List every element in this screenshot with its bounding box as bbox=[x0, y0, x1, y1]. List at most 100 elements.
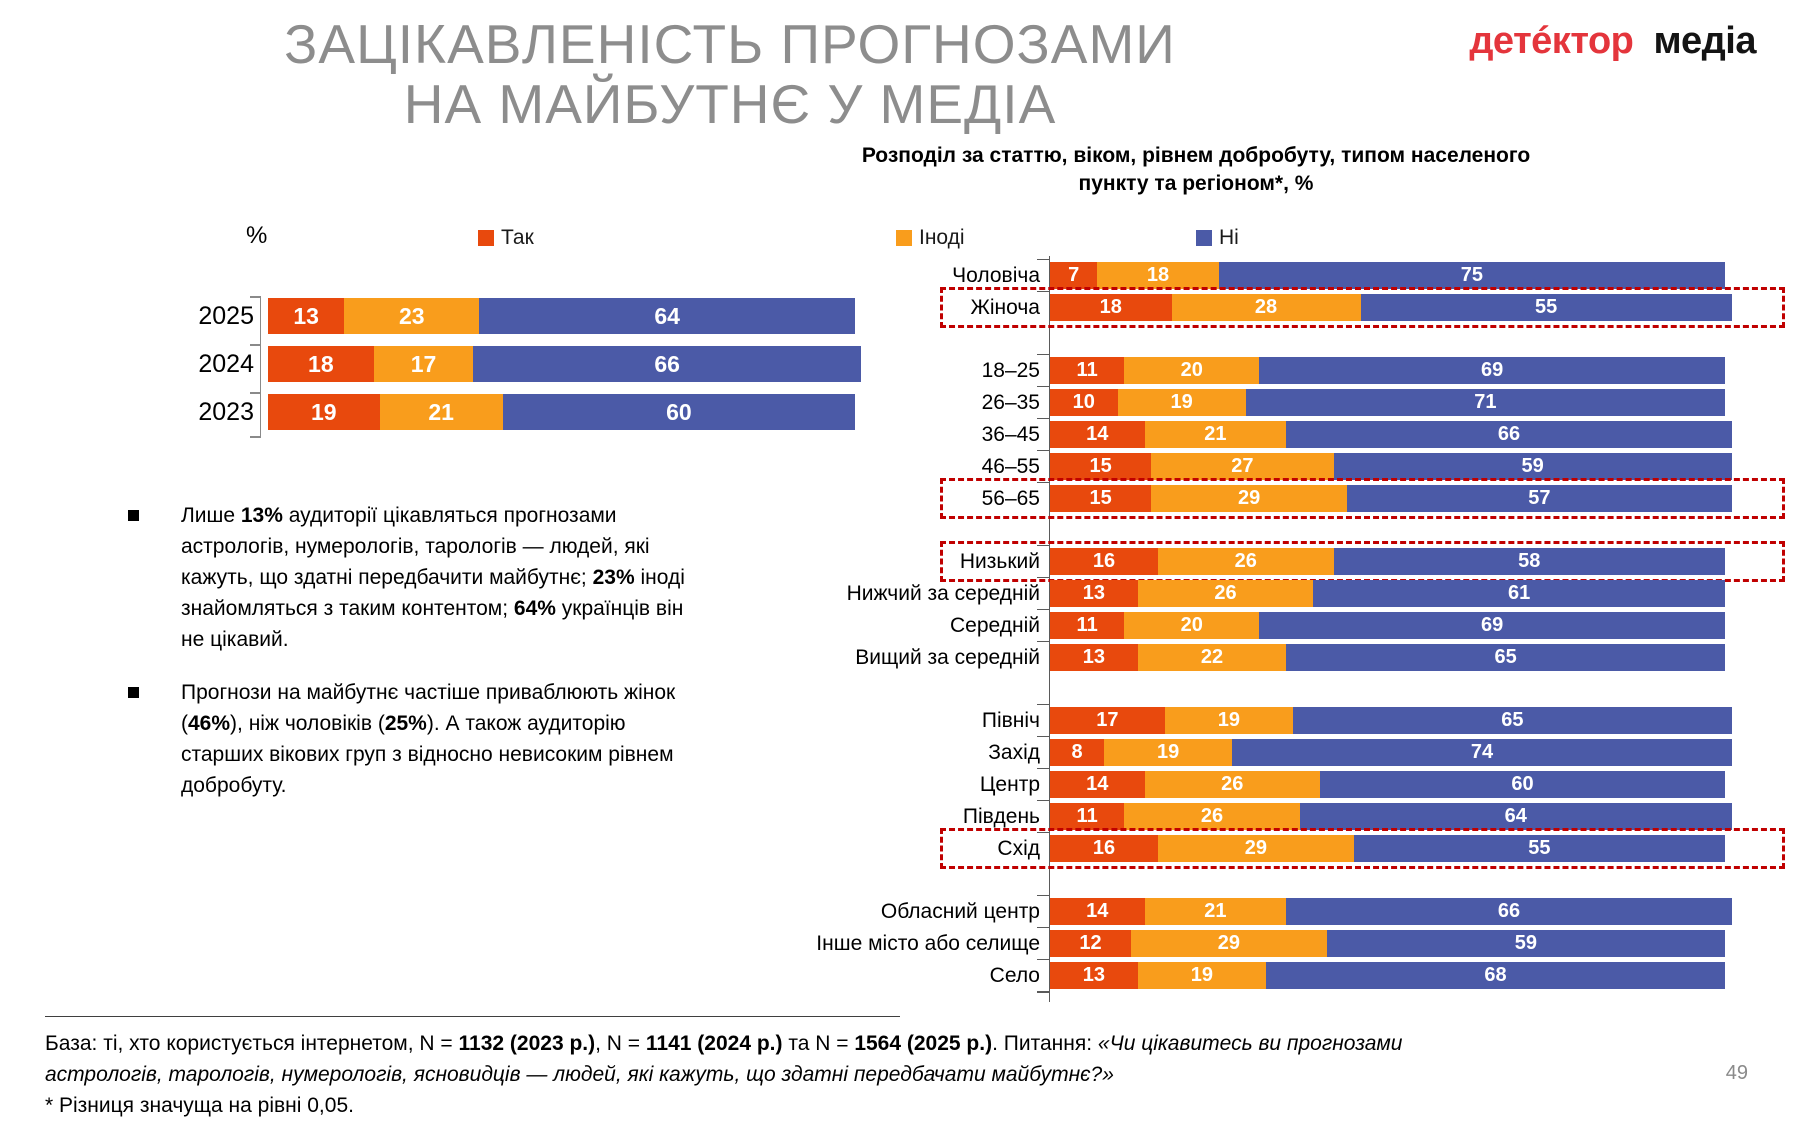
bar-segment: 22 bbox=[1137, 644, 1287, 671]
page-title-line2: НА МАЙБУТНЄ У МЕДІА bbox=[403, 73, 1057, 135]
demo-bar: 13 26 61 bbox=[1050, 580, 1725, 607]
footer-divider bbox=[45, 1016, 900, 1017]
trend-chart: 2025 13 23 64 2024 18 17 66 2023 19 21 60 bbox=[162, 296, 882, 442]
legend-item-sometimes: Іноді bbox=[896, 226, 965, 250]
text-run: Лише bbox=[181, 504, 241, 527]
demo-row: Схід 16 29 55 bbox=[840, 828, 1790, 869]
bar-segment: 65 bbox=[1293, 707, 1732, 734]
bar-segment: 71 bbox=[1245, 389, 1725, 416]
bar-segment: 21 bbox=[1144, 421, 1287, 448]
demo-row-label: Захід bbox=[840, 741, 1050, 765]
bar-segment: 60 bbox=[1320, 771, 1725, 798]
demo-row: Південь 11 26 64 bbox=[840, 799, 1790, 830]
bullet-marker-icon bbox=[128, 510, 139, 521]
demo-row: Жіноча 18 28 55 bbox=[840, 287, 1790, 328]
demo-bar: 16 26 58 bbox=[1050, 548, 1725, 575]
bar-segment: 8 bbox=[1050, 739, 1104, 766]
page-number: 49 bbox=[1725, 1062, 1748, 1084]
demo-row-label-text: Інше місто або селище bbox=[816, 931, 1040, 955]
demo-row-label: Північ bbox=[840, 709, 1050, 733]
demo-row-label: 26–35 bbox=[840, 391, 1050, 415]
demo-row-label-text: Схід bbox=[997, 836, 1040, 860]
bar-segment: 29 bbox=[1158, 835, 1354, 862]
bar-segment: 10 bbox=[1050, 389, 1118, 416]
bar-segment: 11 bbox=[1050, 612, 1125, 639]
bar-segment: 15 bbox=[1050, 453, 1152, 480]
text-run: 25% bbox=[384, 712, 427, 735]
bar-segment: 15 bbox=[1050, 485, 1152, 512]
trend-row: 2025 13 23 64 bbox=[162, 298, 882, 334]
demo-row-label-text: Захід bbox=[988, 740, 1040, 764]
bar-segment: 23 bbox=[344, 298, 480, 334]
demo-bar: 13 19 68 bbox=[1050, 962, 1725, 989]
legend-item-no: Ні bbox=[1196, 226, 1239, 250]
demo-row: Захід 8 19 74 bbox=[840, 735, 1790, 766]
bar-segment: 20 bbox=[1124, 357, 1260, 384]
bar-segment: 13 bbox=[268, 298, 345, 334]
bar-segment: 26 bbox=[1124, 803, 1300, 830]
demo-row-label: Село bbox=[840, 964, 1050, 988]
demo-row-label-text: Нижчий за середній bbox=[846, 581, 1040, 605]
demo-row-label-text: Жіноча bbox=[970, 295, 1041, 319]
demo-bar: 7 18 75 bbox=[1050, 262, 1725, 289]
demo-row: Центр 14 26 60 bbox=[840, 767, 1790, 798]
bar-segment: 17 bbox=[1050, 707, 1165, 734]
demo-bar: 17 19 65 bbox=[1050, 707, 1732, 734]
demo-row-label: Обласний центр bbox=[840, 900, 1050, 924]
demo-row-label-text: Північ bbox=[981, 708, 1040, 732]
key-findings: Лише 13% аудиторії цікавляться прогнозам… bbox=[128, 500, 708, 823]
text-run: 1141 (2024 р.) bbox=[645, 1032, 783, 1055]
bar-segment: 64 bbox=[479, 298, 855, 334]
demo-row-label: 36–45 bbox=[840, 423, 1050, 447]
bullet-item: Прогнози на майбутнє частіше приваблюють… bbox=[128, 677, 708, 801]
bar-segment: 59 bbox=[1333, 453, 1732, 480]
axis-tick bbox=[250, 296, 260, 298]
demo-bar: 15 27 59 bbox=[1050, 453, 1732, 480]
bar-segment: 14 bbox=[1050, 421, 1145, 448]
bar-segment: 66 bbox=[473, 346, 861, 382]
legend-item-yes: Так bbox=[478, 226, 534, 250]
demo-bar: 16 29 55 bbox=[1050, 835, 1725, 862]
footer: База: ті, хто користується інтернетом, N… bbox=[45, 1028, 1425, 1121]
demo-row-label-text: 46–55 bbox=[981, 454, 1040, 478]
demo-row-label: Інше місто або селище bbox=[816, 932, 1050, 956]
bar-segment: 29 bbox=[1131, 930, 1327, 957]
bar-segment: 19 bbox=[1104, 739, 1233, 766]
demo-row-label: Вищий за середній bbox=[840, 646, 1050, 670]
bar-segment: 19 bbox=[1164, 707, 1293, 734]
trend-row: 2023 19 21 60 bbox=[162, 394, 882, 430]
trend-row: 2024 18 17 66 bbox=[162, 346, 882, 382]
demo-row-label: Центр bbox=[840, 773, 1050, 797]
text-run: та N = bbox=[782, 1032, 855, 1055]
bar-segment: 20 bbox=[1124, 612, 1260, 639]
trend-bar: 13 23 64 bbox=[268, 298, 855, 334]
bar-segment: 16 bbox=[1050, 835, 1158, 862]
text-run: 64% bbox=[513, 597, 556, 620]
significance-note: * Різниця значуща на рівні 0,05. bbox=[45, 1094, 354, 1117]
demo-row: Інше місто або селище 12 29 59 bbox=[816, 926, 1790, 957]
bar-segment: 13 bbox=[1050, 962, 1138, 989]
text-run: українців він не цікавий. bbox=[181, 597, 684, 651]
demo-row-label-text: Центр bbox=[979, 772, 1040, 796]
demo-row-label: Нижчий за середній bbox=[840, 582, 1050, 606]
demo-bar: 11 20 69 bbox=[1050, 357, 1725, 384]
demo-bar: 10 19 71 bbox=[1050, 389, 1725, 416]
demo-bar: 18 28 55 bbox=[1050, 294, 1732, 321]
bar-segment: 59 bbox=[1326, 930, 1725, 957]
demo-row-label: 18–25 bbox=[840, 359, 1050, 383]
bar-segment: 18 bbox=[268, 346, 374, 382]
bar-segment: 68 bbox=[1266, 962, 1725, 989]
demo-row: 26–35 10 19 71 bbox=[840, 385, 1790, 416]
axis-tick bbox=[250, 392, 260, 394]
demo-row: Нижчий за середній 13 26 61 bbox=[840, 576, 1790, 607]
text-run: аудиторії цікавляться прогнозами астроло… bbox=[181, 504, 650, 589]
bar-segment: 61 bbox=[1313, 580, 1725, 607]
demo-row-label-text: 36–45 bbox=[981, 422, 1040, 446]
trend-axis-line bbox=[260, 296, 261, 438]
bar-segment: 21 bbox=[379, 394, 503, 430]
bar-segment: 11 bbox=[1050, 803, 1125, 830]
demo-bar: 15 29 57 bbox=[1050, 485, 1732, 512]
demo-row-label-text: Низький bbox=[959, 549, 1040, 573]
demo-row-label: 56–65 bbox=[840, 487, 1050, 511]
text-run: , N = bbox=[595, 1032, 646, 1055]
